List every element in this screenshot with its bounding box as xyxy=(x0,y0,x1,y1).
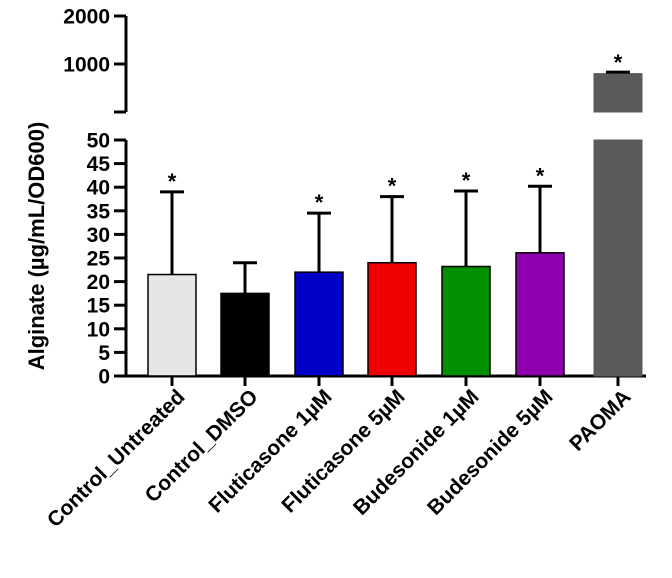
x-category-label: Fluticasone 5µM xyxy=(277,385,409,517)
y-tick-label: 35 xyxy=(87,200,111,223)
bar xyxy=(147,273,197,377)
error-bars-group xyxy=(160,70,630,294)
significance-star: * xyxy=(614,50,623,75)
y-tick-label: 15 xyxy=(87,295,111,318)
bar-lower-segment xyxy=(593,139,643,377)
bars-group xyxy=(147,73,643,377)
y-tick-label: 30 xyxy=(87,224,110,247)
y-tick-label: 50 xyxy=(87,130,110,153)
x-category-label: Control_Untreated xyxy=(43,385,190,532)
y-tick-label: 25 xyxy=(87,248,111,271)
y-tick-label: 10 xyxy=(87,318,110,341)
y-axis-title: Alginate (µg/mL/OD600) xyxy=(24,122,49,371)
x-category-label: Fluticasone 1µM xyxy=(204,385,336,517)
y-tick-label: 0 xyxy=(98,366,110,389)
y-tick-label: 20 xyxy=(87,271,110,294)
bar xyxy=(515,252,565,377)
y-tick-label: 2000 xyxy=(63,6,110,29)
significance-star: * xyxy=(315,190,324,215)
significance-star: * xyxy=(462,168,471,193)
y-tick-label: 5 xyxy=(98,342,110,365)
bar xyxy=(220,292,270,377)
bar-upper-segment xyxy=(593,73,643,113)
significance-star: * xyxy=(168,169,177,194)
bar xyxy=(367,261,417,377)
y-tick-label: 40 xyxy=(87,177,110,200)
x-category-label: PAOMA xyxy=(565,385,635,455)
significance-markers: * * * * * * xyxy=(168,50,623,215)
bar xyxy=(294,271,344,377)
significance-star: * xyxy=(388,174,397,199)
x-category-label: Budesonide 1µM xyxy=(349,385,484,520)
bar xyxy=(441,265,491,377)
y-tick-label: 1000 xyxy=(63,54,110,77)
x-category-labels: Control_UntreatedControl_DMSOFluticasone… xyxy=(43,385,636,532)
significance-star: * xyxy=(536,163,545,188)
x-category-label: Budesonide 5µM xyxy=(423,385,558,520)
y-tick-label: 45 xyxy=(87,153,111,176)
